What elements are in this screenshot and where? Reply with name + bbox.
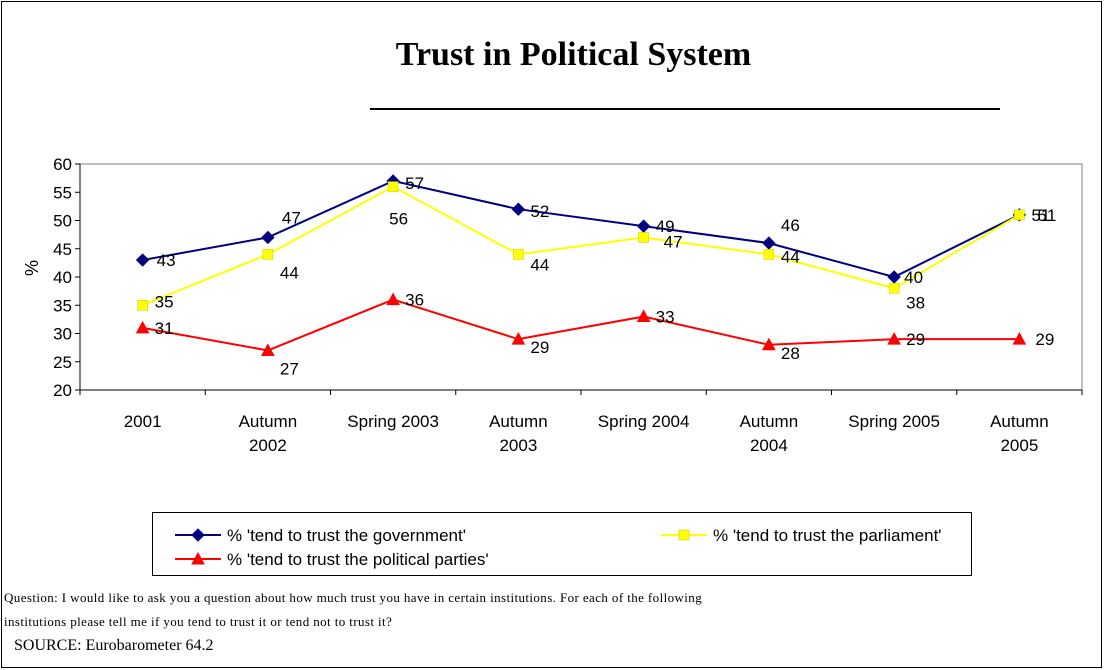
data-point-marker [636,309,651,323]
data-point-marker [638,232,649,243]
data-label: 31 [155,319,174,338]
data-label: 47 [664,232,683,251]
data-point-marker [511,332,526,345]
data-point-marker [762,337,776,351]
x-tick-label: Autumn 2003 [489,412,548,455]
data-label: 51 [1031,206,1050,225]
y-tick-label: 55 [53,183,72,202]
data-point-marker [261,230,275,245]
legend: % 'tend to trust the government' % 'tend … [152,512,972,576]
y-tick-label: 25 [53,353,72,372]
data-label: 51 [1037,206,1056,225]
y-tick-label: 20 [53,381,72,400]
data-point-marker [636,219,651,233]
x-tick-label: Autumn 2002 [239,412,298,455]
data-label: 44 [530,255,549,274]
data-label: 47 [282,208,301,227]
data-point-marker [386,292,400,306]
data-point-marker [762,236,776,250]
data-label: 38 [906,293,925,312]
data-point-marker [261,343,275,356]
data-point-marker [135,320,150,334]
x-tick-label: Autumn 2005 [990,412,1049,455]
data-label: 29 [906,330,925,349]
x-tick-label: Spring 2005 [848,412,940,431]
y-tick-label: 35 [53,296,72,315]
x-tick-label: Spring 2003 [347,412,439,431]
data-point-marker [1012,332,1027,345]
data-label: 40 [904,268,923,287]
y-tick-label: 50 [53,212,72,231]
data-point-marker [511,202,526,216]
data-label: 52 [530,202,549,221]
source-note: SOURCE: Eurobarometer 64.2 [14,637,214,654]
x-tick-label: 2001 [124,412,162,431]
data-label: 43 [157,251,176,270]
data-label: 29 [1035,330,1054,349]
y-axis-label: % [22,260,42,276]
data-point-marker [888,283,900,294]
y-tick-label: 60 [53,155,72,174]
data-label: 27 [280,359,299,378]
series-line [142,179,1020,279]
data-point-marker [887,332,901,345]
legend-label: % 'tend to trust the government' [227,526,466,545]
data-label: 46 [781,216,800,235]
plot-area [79,163,1083,391]
data-point-marker [763,249,775,260]
data-label: 33 [656,308,675,327]
data-point-marker [137,300,148,311]
legend-graphics: % 'tend to trust the government' % 'tend … [175,526,942,569]
data-point-marker [513,249,524,260]
data-label: 44 [280,263,299,282]
data-point-marker [135,253,150,267]
data-point-marker [387,181,399,192]
y-tick-label: 30 [53,325,72,344]
legend-marker [678,529,690,541]
data-point-marker [1014,209,1025,221]
data-label: 57 [405,174,424,193]
legend-marker [191,551,205,565]
legend-label: % 'tend to trust the political parties' [227,550,489,569]
data-label: 56 [389,210,408,229]
data-point-marker [887,270,901,284]
question-note-line-2: institutions please tell me if you tend … [4,614,393,629]
data-label: 36 [405,291,424,310]
data-label: 35 [155,292,174,311]
y-tick-label: 40 [53,268,72,287]
title-underline [370,108,1000,110]
question-note-line-1: Question: I would like to ask you a ques… [4,590,703,605]
data-label: 28 [781,344,800,363]
series-line [142,298,1020,352]
x-tick-label: Autumn 2004 [740,412,799,455]
chart-title: Trust in Political System [395,36,752,73]
y-tick-label: 45 [53,240,72,259]
x-tick-label: Spring 2004 [598,412,690,431]
data-label: 29 [530,338,549,357]
data-point-marker [262,249,274,260]
legend-marker [191,528,205,542]
data-label: 44 [781,247,800,266]
legend-label: % 'tend to trust the parliament' [713,526,942,545]
series-line [142,185,1020,307]
line-chart: 20 25 30 35 40 45 50 55 60 2001 Autumn 2002 Spring … [22,155,1083,455]
data-label: 49 [656,217,675,236]
